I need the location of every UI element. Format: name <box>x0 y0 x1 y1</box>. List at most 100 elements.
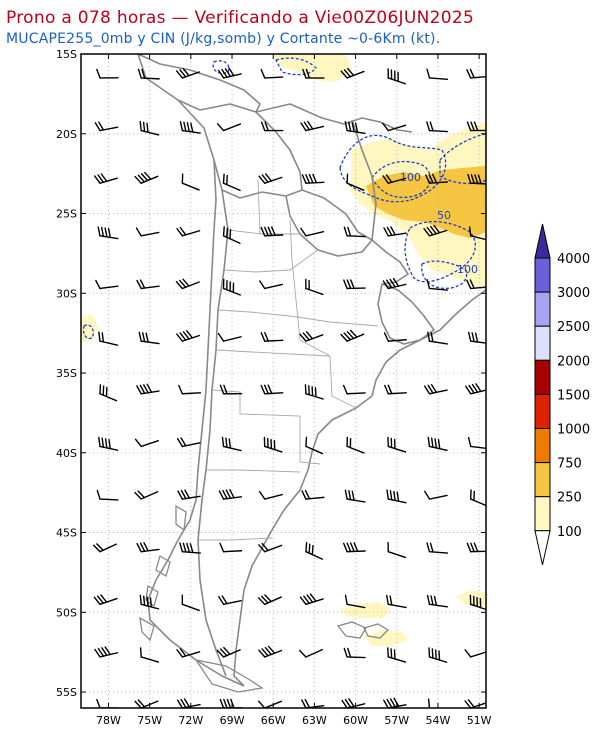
colorbar-label: 2500 <box>557 320 590 335</box>
lon-label: 75W <box>137 714 162 727</box>
wind-barb <box>139 332 159 343</box>
wind-barb <box>220 385 241 393</box>
wind-barb <box>302 700 324 708</box>
lat-label: 30S <box>56 287 77 300</box>
wind-barb <box>135 491 158 499</box>
cin-label-2: 50 <box>437 209 451 222</box>
colorbar-label: 250 <box>557 491 582 506</box>
wind-barb <box>135 700 158 708</box>
wind-barb <box>261 333 282 341</box>
tierra-del-fuego <box>196 660 262 692</box>
province-line-2 <box>224 250 318 272</box>
wind-barb <box>261 227 282 236</box>
colorbar-segment <box>535 394 550 428</box>
lon-label: 60W <box>343 714 368 727</box>
province-line-3 <box>290 220 300 340</box>
lon-label: 69W <box>220 714 245 727</box>
lon-label: 54W <box>426 714 451 727</box>
wind-barb <box>180 543 200 553</box>
wind-barb <box>427 69 447 79</box>
wind-barb <box>300 332 323 341</box>
wind-barb <box>260 492 283 499</box>
wind-barb <box>425 385 447 394</box>
cin-label-1: 100 <box>400 171 421 184</box>
longitude-labels: 78W 75W 72W 69W 66W 63W 60W 57W 54W 51W <box>96 714 492 727</box>
wind-barb <box>385 385 407 393</box>
wind-barb <box>301 228 323 236</box>
wind-barb <box>427 280 447 290</box>
wind-barb <box>135 173 158 184</box>
lon-label: 78W <box>96 714 121 727</box>
colorbar-label: 1500 <box>557 388 590 403</box>
lon-label: 51W <box>467 714 492 727</box>
wind-barb <box>137 384 159 393</box>
wind-barb <box>427 543 447 553</box>
wind-barb <box>219 490 241 499</box>
lat-label: 40S <box>56 447 77 460</box>
wind-barb <box>220 699 241 708</box>
colorbar-label: 100 <box>557 525 582 540</box>
border-brazil-bolivia <box>256 104 412 132</box>
wind-barb <box>261 70 282 78</box>
colorbar-segment <box>535 326 550 360</box>
wind-barb <box>427 122 448 132</box>
wind-barb <box>465 700 488 708</box>
wind-barb <box>222 437 241 450</box>
wind-barb <box>465 650 488 657</box>
wind-barb <box>95 174 118 183</box>
colorbar-segment <box>535 429 550 463</box>
wind-barb <box>177 331 200 341</box>
wind-barb <box>219 334 241 341</box>
wind-barb <box>260 281 282 289</box>
border-bolivia <box>178 100 302 198</box>
colorbar-label: 4000 <box>557 252 590 267</box>
wind-barb <box>178 438 200 446</box>
wind-barb <box>341 330 364 341</box>
wind-barb <box>139 69 160 79</box>
wind-barb <box>387 595 406 607</box>
wind-barb <box>261 385 283 394</box>
lon-label: 63W <box>302 714 327 727</box>
cin-label-3: 100 <box>457 263 478 276</box>
wind-barb <box>302 174 323 183</box>
wind-barb <box>301 121 323 130</box>
wind-barb <box>96 280 118 288</box>
wind-barb <box>219 596 241 604</box>
wind-barb <box>259 646 282 657</box>
colorbar-label: 750 <box>557 457 582 472</box>
wind-barb <box>425 491 447 499</box>
wind-barb <box>344 385 365 393</box>
lat-label: 50S <box>56 606 77 619</box>
wind-barb <box>180 122 200 133</box>
wind-barb <box>302 491 324 499</box>
province-line-11 <box>300 340 330 356</box>
province-line-10 <box>330 356 356 408</box>
wind-barb <box>97 490 118 499</box>
wind-barb <box>177 228 200 236</box>
wind-barb <box>224 227 240 243</box>
wind-barb <box>95 122 117 130</box>
wind-barb <box>137 280 159 288</box>
wind-barb <box>140 122 158 135</box>
lon-label: 57W <box>384 714 409 727</box>
wind-barb <box>259 701 282 708</box>
colorbar-segment <box>535 360 550 394</box>
lat-label: 25S <box>56 208 77 221</box>
wind-barb <box>344 648 365 657</box>
wind-barb <box>137 228 159 236</box>
colorbar-segment <box>535 258 550 292</box>
wind-barb <box>218 124 241 131</box>
latitude-labels: 15S20S25S30S35S40S45S50S55S <box>56 48 77 699</box>
wind-barb <box>344 280 365 289</box>
wind-barb <box>264 437 281 452</box>
wind-barb <box>300 650 323 657</box>
wind-barb <box>178 699 200 708</box>
wind-barb <box>95 647 117 657</box>
wind-barb <box>177 649 200 657</box>
wind-barb <box>387 490 406 503</box>
border-peru-brazil <box>138 54 260 112</box>
lat-label: 20S <box>56 128 77 141</box>
wind-barb <box>428 437 447 450</box>
colorbar-segment <box>535 463 550 497</box>
wind-barb <box>428 596 448 607</box>
